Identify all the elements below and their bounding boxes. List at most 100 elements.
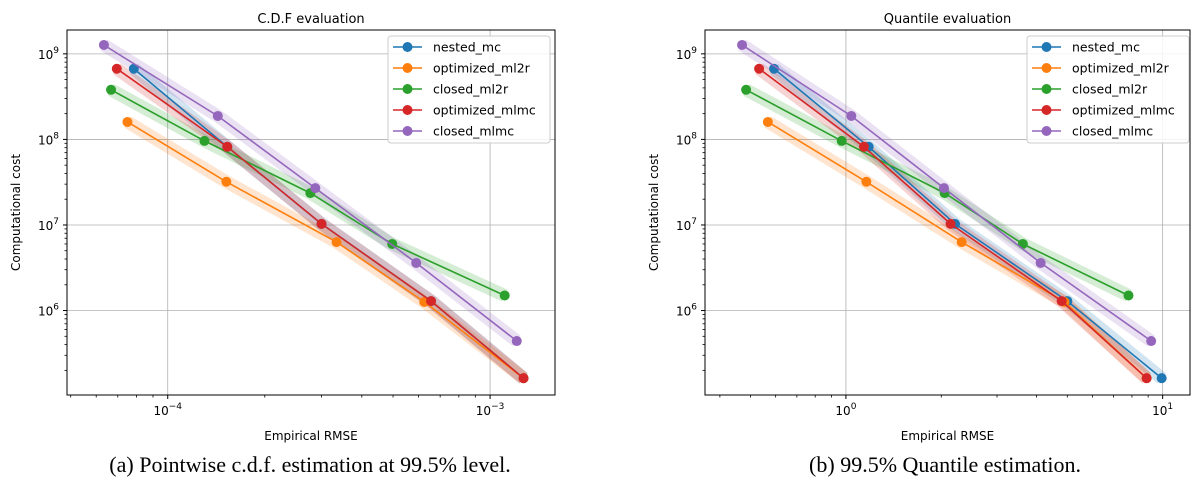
data-point-closed_ml2r — [1017, 238, 1028, 249]
confidence-band-optimized_ml2r — [764, 116, 1152, 383]
legend-label: closed_mlmc — [433, 124, 514, 139]
data-point-closed_mlmc — [98, 39, 109, 50]
data-point-closed_ml2r — [1123, 290, 1134, 301]
y-tick-label: 108 — [676, 131, 697, 147]
chart-title: C.D.F evaluation — [257, 12, 364, 27]
data-point-closed_mlmc — [1035, 257, 1046, 268]
y-tick-label: 106 — [676, 303, 697, 319]
x-tick-base: 10 — [476, 404, 491, 418]
legend-label: closed_mlmc — [1072, 124, 1153, 139]
y-tick-base: 10 — [38, 219, 53, 233]
legend-item-optimized_ml2r: optimized_ml2r — [393, 61, 531, 76]
y-axis-label: Computational cost — [647, 154, 661, 271]
data-point-optimized_ml2r — [331, 237, 342, 248]
legend-marker — [402, 105, 413, 115]
y-tick-exponent: 8 — [691, 131, 697, 141]
y-tick-exponent: 9 — [53, 46, 59, 56]
legend-label: nested_mc — [1072, 40, 1140, 55]
legend-item-optimized_mlmc: optimized_mlmc — [393, 103, 536, 118]
caption-b: (b) 99.5% Quantile estimation. — [809, 452, 1081, 477]
data-point-optimized_mlmc — [111, 63, 122, 74]
data-point-optimized_mlmc — [858, 141, 869, 152]
data-point-closed_mlmc — [1146, 336, 1157, 347]
y-tick-base: 10 — [38, 133, 53, 147]
plot-frame — [704, 29, 1191, 396]
x-tick-exponent: −4 — [169, 402, 183, 412]
x-tick-exponent: −3 — [491, 402, 504, 412]
legend-item-closed_mlmc: closed_mlmc — [1032, 124, 1153, 139]
y-tick-exponent: 6 — [53, 303, 59, 313]
y-tick-exponent: 9 — [691, 46, 697, 56]
x-tick-label: 10−4 — [153, 402, 182, 418]
x-tick-exponent: 0 — [851, 402, 857, 412]
y-tick-label: 108 — [38, 131, 59, 147]
x-tick-label: 101 — [1152, 402, 1173, 418]
legend-marker — [1041, 63, 1052, 73]
plot-frame — [66, 29, 556, 396]
y-tick-exponent: 6 — [691, 303, 697, 313]
caption-a: (a) Pointwise c.d.f. estimation at 99.5%… — [109, 452, 511, 477]
x-tick-base: 10 — [835, 404, 850, 418]
legend-item-nested_mc: nested_mc — [393, 40, 501, 55]
x-tick-base: 10 — [1152, 404, 1167, 418]
legend-item-optimized_ml2r: optimized_ml2r — [1032, 61, 1170, 76]
legend-label: nested_mc — [433, 40, 501, 55]
y-tick-exponent: 8 — [53, 131, 59, 141]
legend-label: optimized_ml2r — [1072, 61, 1170, 76]
legend: nested_mc optimized_ml2r closed_ml2roptimi… — [387, 35, 551, 144]
data-point-optimized_mlmc — [316, 218, 327, 229]
data-point-optimized_mlmc — [1056, 296, 1067, 307]
y-tick-base: 10 — [676, 305, 691, 319]
y-tick-base: 10 — [676, 219, 691, 233]
legend-box — [387, 35, 551, 144]
data-point-nested_mc — [769, 63, 780, 74]
legend-marker — [1041, 42, 1052, 52]
data-point-closed_mlmc — [511, 336, 522, 347]
y-tick-base: 10 — [676, 48, 691, 62]
y-tick-label: 109 — [676, 46, 697, 62]
data-point-closed_ml2r — [199, 135, 210, 146]
legend-label: optimized_ml2r — [433, 61, 531, 76]
legend-marker — [1041, 105, 1052, 115]
y-axis-label: Computational cost — [9, 154, 23, 271]
y-tick-label: 107 — [38, 217, 59, 233]
legend-item-closed_ml2r: closed_ml2r — [1032, 82, 1148, 97]
legend-item-closed_mlmc: closed_mlmc — [393, 124, 514, 139]
y-tick-label: 107 — [676, 217, 697, 233]
legend-label: closed_ml2r — [433, 82, 509, 97]
legend-marker — [402, 42, 413, 52]
data-point-optimized_mlmc — [222, 141, 233, 152]
y-tick-base: 10 — [38, 48, 53, 62]
y-tick-label: 106 — [38, 303, 59, 319]
data-point-closed_mlmc — [310, 183, 321, 194]
legend-marker — [1041, 126, 1052, 136]
data-point-closed_mlmc — [212, 110, 223, 121]
legend-marker — [402, 63, 413, 73]
legend-item-nested_mc: nested_mc — [1032, 40, 1140, 55]
y-tick-label: 109 — [38, 46, 59, 62]
data-point-optimized_mlmc — [518, 373, 529, 384]
legend-marker — [402, 84, 413, 94]
x-axis-label: Empirical RMSE — [264, 429, 357, 443]
chart-title: Quantile evaluation — [884, 12, 1012, 27]
legend-box — [1026, 35, 1190, 144]
data-point-closed_ml2r — [836, 135, 847, 146]
data-point-closed_ml2r — [499, 290, 510, 301]
legend-label: closed_ml2r — [1072, 82, 1148, 97]
legend-label: optimized_mlmc — [1072, 103, 1175, 118]
data-point-nested_mc — [128, 63, 139, 74]
legend-marker — [1041, 84, 1052, 94]
data-point-optimized_ml2r — [762, 116, 773, 127]
data-point-optimized_ml2r — [122, 116, 133, 127]
data-point-optimized_ml2r — [861, 176, 872, 187]
data-point-closed_ml2r — [106, 84, 117, 95]
y-tick-exponent: 7 — [53, 217, 59, 227]
x-axis-label: Empirical RMSE — [901, 429, 994, 443]
y-tick-base: 10 — [676, 133, 691, 147]
data-point-optimized_mlmc — [754, 63, 765, 74]
data-point-closed_mlmc — [938, 183, 949, 194]
data-point-closed_ml2r — [741, 84, 752, 95]
